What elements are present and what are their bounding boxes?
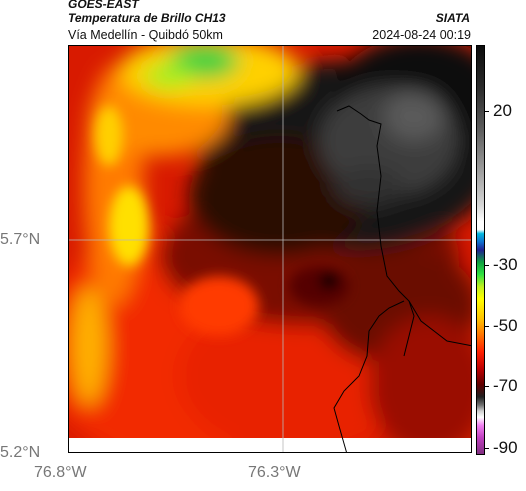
product-title: Temperatura de Brillo CH13 [68,11,226,25]
colorbar-label-neg50: -50 [493,316,518,335]
colorbar-label-neg90: -90 [493,438,518,457]
colorbar-tick [485,448,489,449]
no-data-strip [69,438,471,452]
colorbar-label-neg70: -70 [493,376,518,395]
lat-tick-5.2: 5.2°N [0,444,41,461]
satellite-map [68,45,472,453]
colorbar-tick [485,111,489,112]
colorbar-label-20: 20 [493,101,512,120]
lat-tick-5.7: 5.7°N [0,231,41,248]
colorbar-tick [485,326,489,327]
colorbar-tick [485,265,489,266]
boundary-line-south [333,300,405,452]
source-label: SIATA [435,11,470,25]
boundary-line-branch [408,300,471,347]
timestamp: 2024-08-24 00:19 [372,28,471,42]
lon-tick-76.3: 76.3°W [248,464,301,481]
boundary-line-east [336,105,415,357]
colorbar-label-neg30: -30 [493,255,518,274]
lon-tick-76.8: 76.8°W [34,464,87,481]
location-subtitle: Vía Medellín - Quibdó 50km [68,28,223,42]
colorbar-tick [485,386,489,387]
satellite-title: GOES-EAST [68,0,139,11]
colorbar [476,45,485,455]
